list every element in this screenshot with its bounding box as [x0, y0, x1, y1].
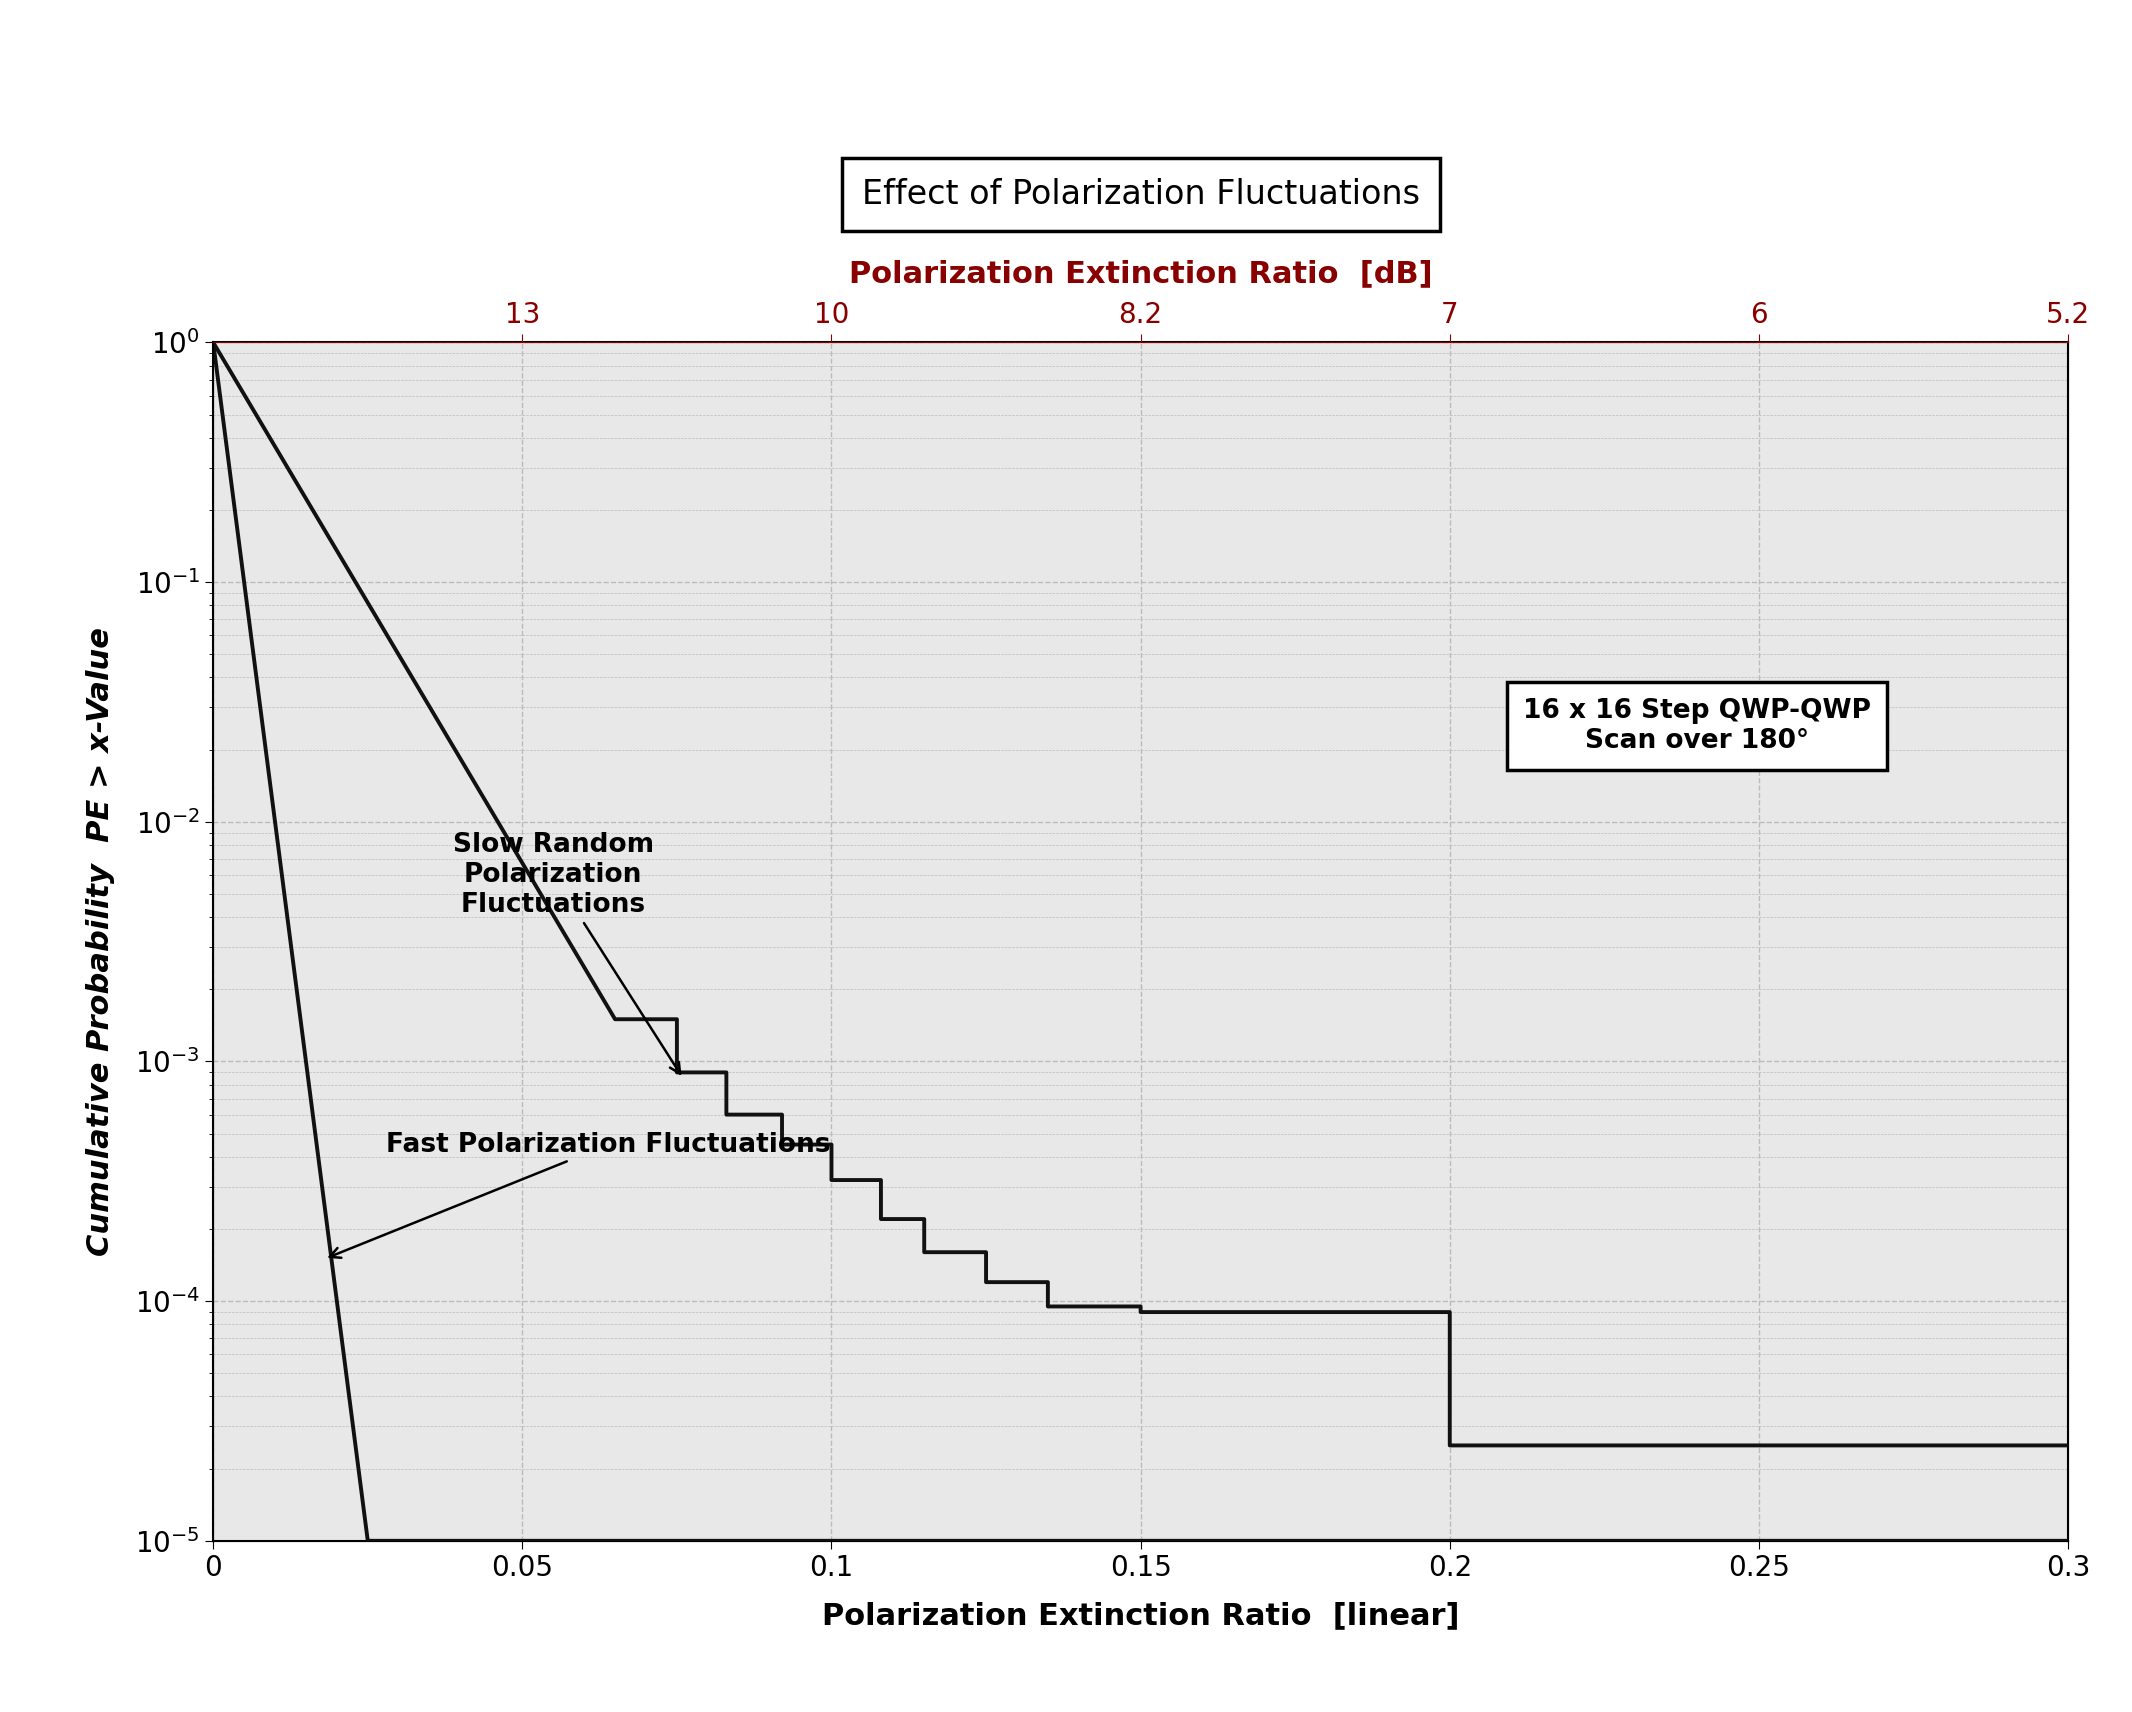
- Text: Fast Polarization Fluctuations: Fast Polarization Fluctuations: [330, 1132, 831, 1258]
- Text: 16 x 16 Step QWP-QWP
Scan over 180°: 16 x 16 Step QWP-QWP Scan over 180°: [1522, 698, 1872, 753]
- Y-axis label: Cumulative Probability  PE > x-Value: Cumulative Probability PE > x-Value: [87, 627, 115, 1257]
- X-axis label: Polarization Extinction Ratio  [linear]: Polarization Extinction Ratio [linear]: [821, 1601, 1460, 1630]
- Text: Slow Random
Polarization
Fluctuations: Slow Random Polarization Fluctuations: [452, 832, 680, 1073]
- Title: Effect of Polarization Fluctuations: Effect of Polarization Fluctuations: [861, 178, 1420, 211]
- X-axis label: Polarization Extinction Ratio  [dB]: Polarization Extinction Ratio [dB]: [849, 259, 1433, 288]
